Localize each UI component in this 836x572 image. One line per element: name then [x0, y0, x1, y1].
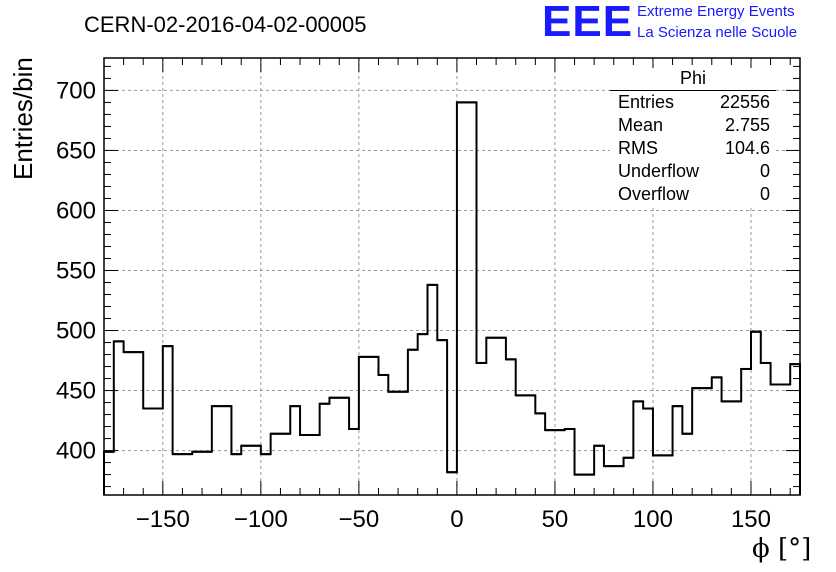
x-tick-label: −100	[234, 506, 288, 533]
x-tick-label: −150	[136, 506, 190, 533]
stats-label: RMS	[618, 138, 658, 158]
stats-value: 2.755	[724, 115, 770, 135]
stats-label: Mean	[618, 115, 664, 135]
y-tick-label: 700	[56, 77, 96, 104]
x-tick-label: 0	[450, 506, 463, 533]
x-tick-label: 150	[731, 506, 771, 533]
y-tick-label: 400	[56, 438, 96, 465]
axes-frame	[103, 57, 801, 496]
stats-row-mean: Mean 2.755	[610, 114, 776, 137]
y-tick-label: 650	[56, 137, 96, 164]
x-axis-label: ϕ [°]	[752, 534, 812, 564]
y-tick-label: 450	[56, 378, 96, 405]
y-tick-label: 600	[56, 197, 96, 224]
logo-line-2: La Scienza nelle Scuole	[637, 24, 798, 41]
stats-value: 22556	[719, 92, 770, 112]
stats-value: 0	[759, 184, 770, 204]
stats-row-underflow: Underflow 0	[610, 160, 776, 183]
stats-label: Overflow	[618, 184, 690, 204]
plot-frame	[103, 57, 801, 496]
logo-line-1: Extreme Energy Events	[637, 3, 795, 20]
eee-logo-mark: EEE	[542, 0, 634, 46]
stats-row-entries: Entries 22556	[610, 91, 776, 114]
stats-label: Entries	[618, 92, 675, 112]
stats-value: 0	[759, 161, 770, 181]
stats-value: 104.6	[724, 138, 770, 158]
stats-title: Phi	[610, 68, 776, 91]
y-axis-label: Entries/bin	[8, 57, 38, 180]
y-tick-label: 550	[56, 257, 96, 284]
histogram-series	[103, 101, 801, 495]
x-tick-label: −50	[339, 506, 380, 533]
stats-row-rms: RMS 104.6	[610, 137, 776, 160]
stats-row-overflow: Overflow 0	[610, 183, 776, 206]
histogram-outline	[103, 101, 801, 495]
stats-label: Underflow	[618, 161, 700, 181]
x-tick-label: 100	[633, 506, 673, 533]
x-tick-label: 50	[542, 506, 569, 533]
stats-box: Phi Entries 22556 Mean 2.755 RMS 104.6 U…	[610, 68, 776, 206]
y-tick-label: 500	[56, 318, 96, 345]
tick-labels: −150 −100 −50 0 50 100 150 400 450 500 550 600 650 70…	[56, 77, 771, 533]
chart-title: CERN-02-2016-04-02-00005	[84, 12, 367, 37]
